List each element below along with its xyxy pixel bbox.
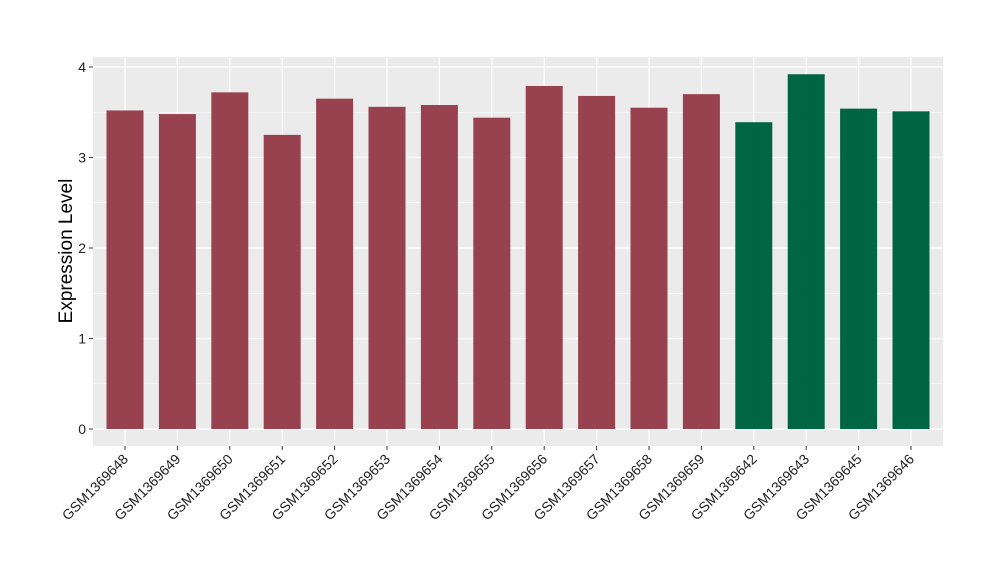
bars bbox=[106, 74, 930, 430]
y-tick-label: 4 bbox=[78, 59, 86, 75]
bar-GSM1369655 bbox=[473, 117, 511, 430]
bar-GSM1369652 bbox=[316, 98, 354, 430]
bar-GSM1369658 bbox=[630, 107, 668, 429]
bar-GSM1369645 bbox=[840, 108, 878, 429]
bar-GSM1369654 bbox=[420, 105, 458, 429]
bar-GSM1369657 bbox=[578, 95, 616, 430]
bar-GSM1369651 bbox=[263, 134, 301, 429]
bar-GSM1369648 bbox=[106, 110, 144, 429]
y-axis-label: Expression Level bbox=[56, 179, 77, 324]
bar-GSM1369659 bbox=[682, 94, 720, 430]
bar-GSM1369642 bbox=[735, 122, 773, 429]
y-tick-label: 0 bbox=[78, 421, 86, 437]
y-tick-label: 3 bbox=[78, 150, 86, 166]
y-axis: 0 1 2 3 4 bbox=[78, 59, 93, 437]
x-axis: GSM1369648GSM1369649GSM1369650GSM1369651… bbox=[59, 446, 917, 523]
bar-GSM1369653 bbox=[368, 106, 406, 429]
y-tick-label: 2 bbox=[78, 240, 86, 256]
bar-GSM1369643 bbox=[787, 74, 825, 430]
bar-GSM1369656 bbox=[525, 86, 563, 429]
bar-GSM1369646 bbox=[892, 111, 930, 429]
bar-GSM1369650 bbox=[211, 92, 249, 429]
bar-GSM1369649 bbox=[158, 114, 196, 429]
y-tick-label: 1 bbox=[78, 331, 86, 347]
